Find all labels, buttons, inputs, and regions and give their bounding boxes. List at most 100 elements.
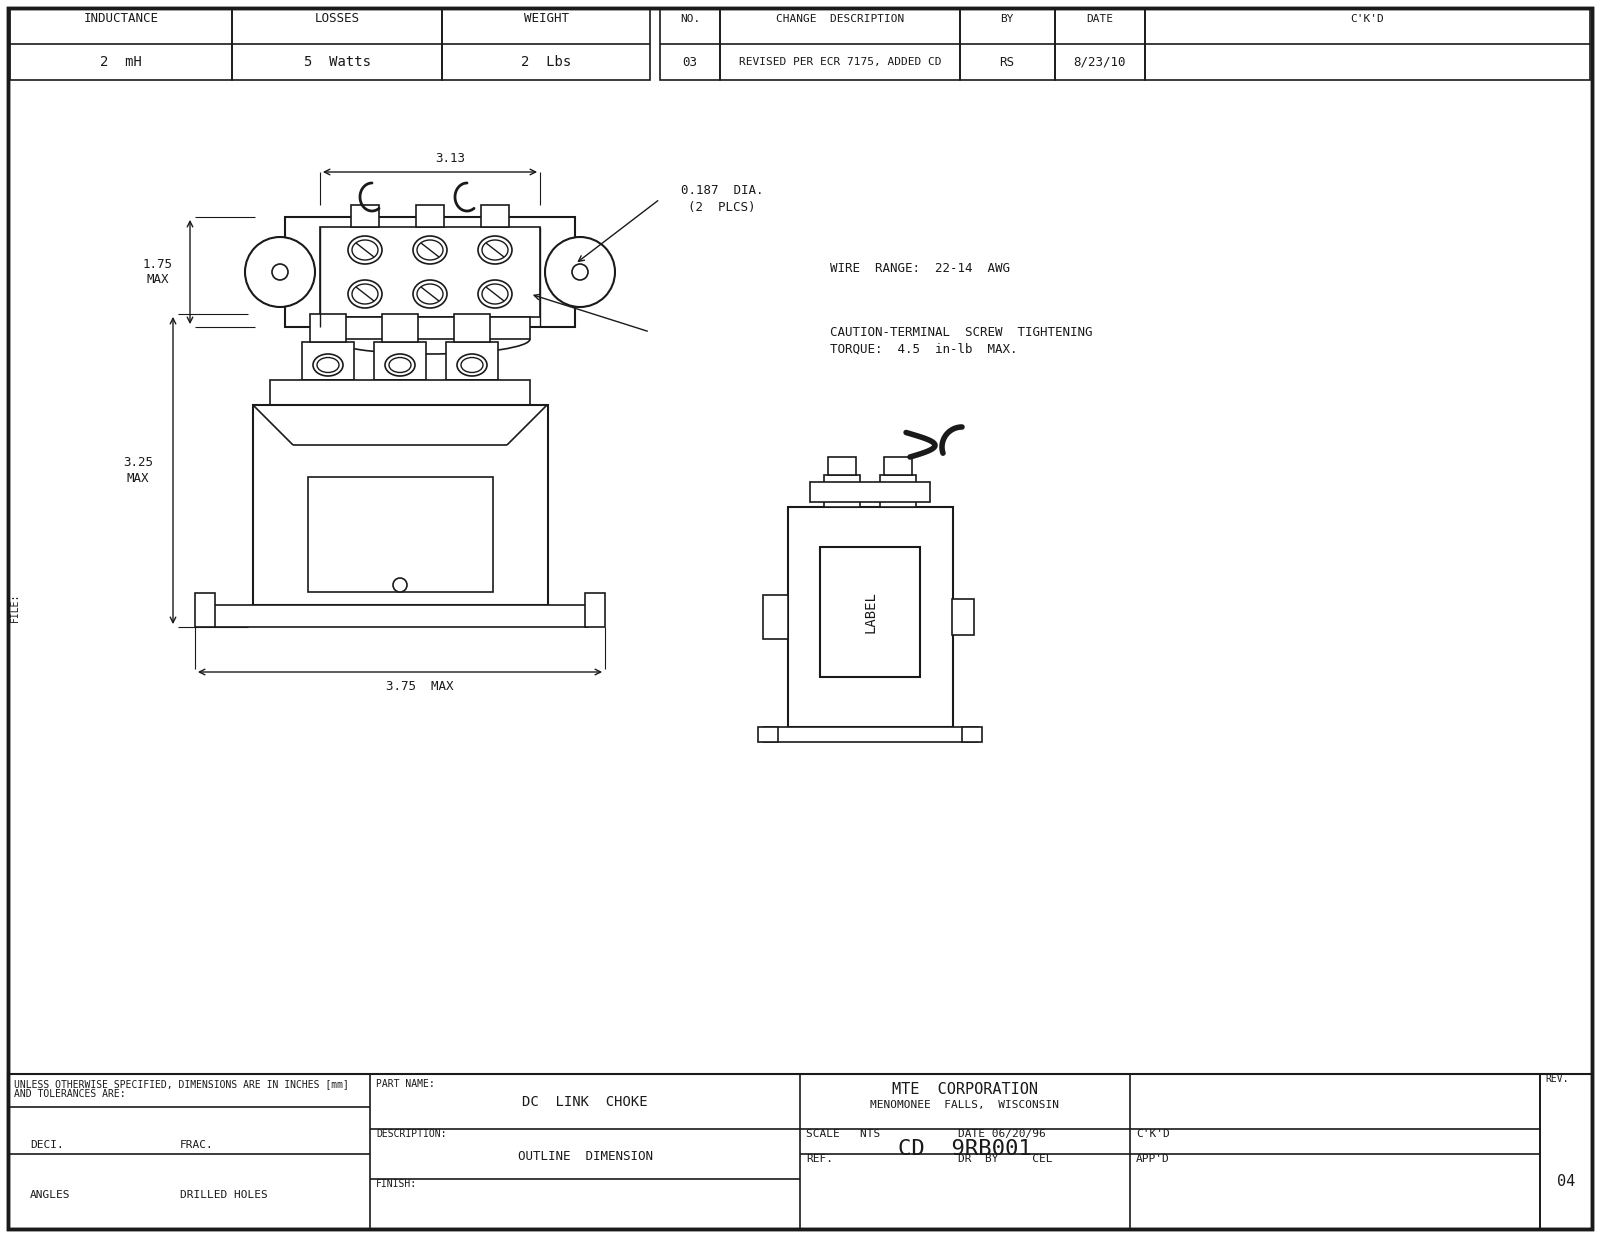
Text: LABEL: LABEL — [862, 591, 877, 633]
Bar — [883, 456, 912, 475]
Ellipse shape — [317, 357, 339, 372]
Bar — [720, 7, 960, 80]
Ellipse shape — [314, 354, 342, 376]
Text: MTE  CORPORATION: MTE CORPORATION — [893, 1081, 1038, 1096]
Text: REV.: REV. — [1546, 1074, 1568, 1084]
Circle shape — [394, 578, 406, 593]
Text: REVISED PER ECR 7175, ADDED CD: REVISED PER ECR 7175, ADDED CD — [739, 57, 941, 67]
Text: 2  Lbs: 2 Lbs — [522, 54, 571, 69]
Bar — [213, 605, 589, 627]
Bar — [442, 7, 650, 80]
Text: DR  BY     CEL: DR BY CEL — [958, 1154, 1053, 1164]
Bar — [307, 477, 493, 593]
Bar — [787, 507, 954, 727]
Text: 1.75
MAX: 1.75 MAX — [142, 259, 173, 286]
Ellipse shape — [349, 280, 382, 308]
Text: C'K'D: C'K'D — [1136, 1129, 1170, 1139]
Ellipse shape — [352, 240, 378, 260]
Text: DRILLED HOLES: DRILLED HOLES — [179, 1190, 267, 1200]
Text: TORQUE:  4.5  in-lb  MAX.: TORQUE: 4.5 in-lb MAX. — [830, 343, 1018, 355]
Ellipse shape — [352, 285, 378, 304]
Bar — [374, 341, 426, 380]
Text: 3.25
MAX: 3.25 MAX — [123, 456, 154, 485]
Text: (2  PLCS): (2 PLCS) — [688, 202, 755, 214]
Bar — [10, 7, 232, 80]
Bar — [382, 314, 418, 341]
Ellipse shape — [349, 236, 382, 263]
Circle shape — [546, 238, 614, 307]
Bar — [378, 380, 422, 400]
Bar — [1054, 7, 1146, 80]
Ellipse shape — [418, 240, 443, 260]
Text: DECI.: DECI. — [30, 1141, 64, 1150]
Bar — [1146, 7, 1590, 80]
Ellipse shape — [418, 285, 443, 304]
Bar — [482, 205, 509, 228]
Ellipse shape — [413, 236, 446, 263]
Ellipse shape — [389, 357, 411, 372]
Bar — [962, 727, 982, 742]
Text: DC  LINK  CHOKE: DC LINK CHOKE — [522, 1095, 648, 1110]
Text: APP'D: APP'D — [1136, 1154, 1170, 1164]
Bar — [310, 314, 346, 341]
Text: C'K'D: C'K'D — [1350, 14, 1384, 24]
Bar — [446, 341, 498, 380]
Bar — [819, 547, 920, 677]
Text: PART NAME:: PART NAME: — [376, 1079, 435, 1089]
Bar — [1539, 1074, 1592, 1230]
Text: INDUCTANCE: INDUCTANCE — [83, 12, 158, 26]
Text: DATE: DATE — [1086, 14, 1114, 24]
Bar — [302, 341, 354, 380]
Ellipse shape — [461, 357, 483, 372]
Text: WEIGHT: WEIGHT — [523, 12, 568, 26]
Text: CAUTION-TERMINAL  SCREW  TIGHTENING: CAUTION-TERMINAL SCREW TIGHTENING — [830, 325, 1093, 339]
Circle shape — [272, 263, 288, 280]
Text: FILE:: FILE: — [10, 593, 19, 622]
Bar — [758, 727, 778, 742]
Text: NO.: NO. — [680, 14, 701, 24]
Bar — [320, 228, 541, 317]
Ellipse shape — [386, 354, 414, 376]
Bar — [450, 380, 494, 400]
Text: FINISH:: FINISH: — [376, 1179, 418, 1189]
Text: REF.: REF. — [806, 1154, 834, 1164]
Text: LOSSES: LOSSES — [315, 12, 360, 26]
Ellipse shape — [478, 236, 512, 263]
Bar — [350, 205, 379, 228]
Ellipse shape — [482, 240, 509, 260]
Ellipse shape — [458, 354, 486, 376]
Text: UNLESS OTHERWISE SPECIFIED, DIMENSIONS ARE IN INCHES [mm]: UNLESS OTHERWISE SPECIFIED, DIMENSIONS A… — [14, 1079, 349, 1089]
Text: RS: RS — [1000, 56, 1014, 68]
Text: MENOMONEE  FALLS,  WISCONSIN: MENOMONEE FALLS, WISCONSIN — [870, 1100, 1059, 1110]
Text: DATE 06/20/96: DATE 06/20/96 — [958, 1129, 1046, 1139]
Ellipse shape — [413, 280, 446, 308]
Bar — [586, 593, 605, 627]
Circle shape — [245, 238, 315, 307]
Text: 5  Watts: 5 Watts — [304, 54, 371, 69]
Bar — [195, 593, 214, 627]
Text: WIRE  RANGE:  22-14  AWG: WIRE RANGE: 22-14 AWG — [830, 262, 1010, 276]
Text: 3.13: 3.13 — [435, 152, 466, 166]
Ellipse shape — [478, 280, 512, 308]
Text: CHANGE  DESCRIPTION: CHANGE DESCRIPTION — [776, 14, 904, 24]
Bar — [330, 317, 530, 339]
Bar — [763, 595, 787, 640]
Bar — [829, 456, 856, 475]
Bar — [952, 599, 974, 635]
Bar — [232, 7, 442, 80]
Text: SCALE   NTS: SCALE NTS — [806, 1129, 880, 1139]
Bar — [285, 216, 574, 327]
Circle shape — [573, 263, 589, 280]
Bar — [270, 380, 530, 404]
Bar — [960, 7, 1054, 80]
Bar — [454, 314, 490, 341]
Text: CD  9RB001: CD 9RB001 — [898, 1139, 1032, 1159]
Text: 3.75  MAX: 3.75 MAX — [386, 679, 454, 693]
Bar — [253, 404, 547, 605]
Text: 03: 03 — [683, 56, 698, 68]
Text: BY: BY — [1000, 14, 1014, 24]
Text: AND TOLERANCES ARE:: AND TOLERANCES ARE: — [14, 1089, 126, 1098]
Bar — [8, 1074, 1592, 1230]
Bar — [810, 482, 930, 502]
Ellipse shape — [482, 285, 509, 304]
